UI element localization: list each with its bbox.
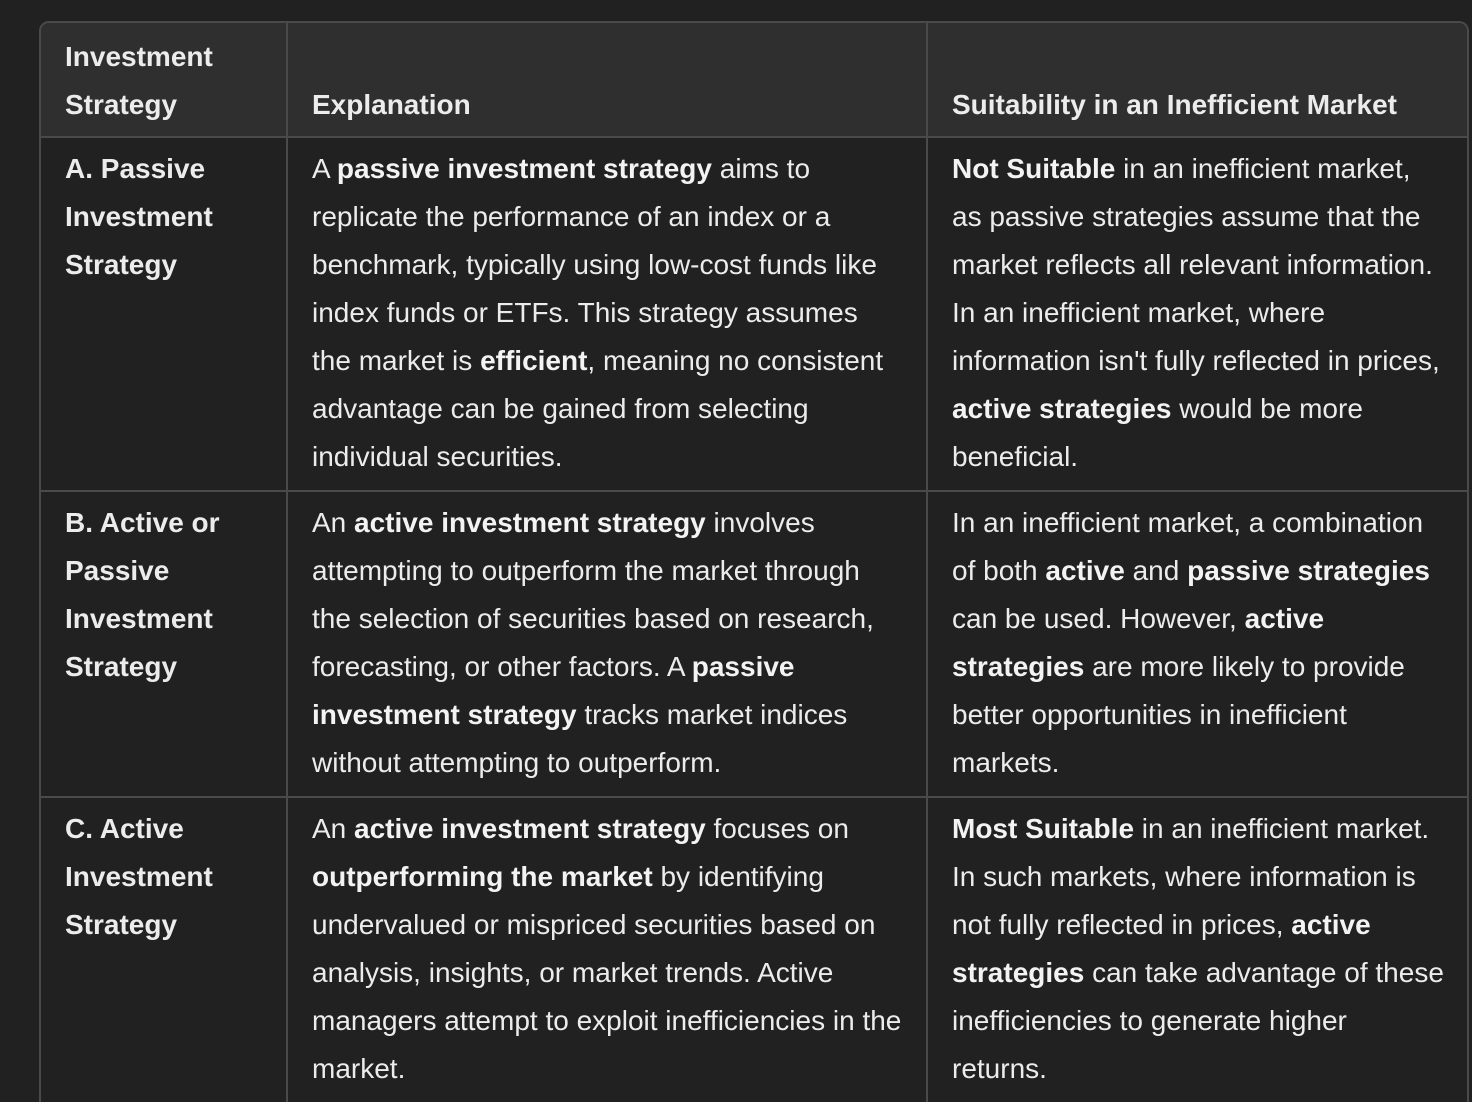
suitability-cell: Not Suitable in an inefficient market, a…	[926, 136, 1467, 491]
bold-text: active investment strategy	[354, 813, 706, 844]
text: are more likely to provide better opport…	[952, 651, 1405, 778]
table-row: B. Active or Passive Investment Strategy…	[41, 490, 1467, 797]
header-explanation: Explanation	[286, 23, 927, 137]
bold-text: efficient	[480, 345, 588, 376]
bold-text: passive strategies	[1187, 555, 1430, 586]
text: , meaning no consistent advantage can be…	[312, 345, 884, 472]
strategy-cell: C. Active Investment Strategy	[41, 796, 287, 1102]
strategy-comparison-table: Investment Strategy Explanation Suitabil…	[39, 21, 1469, 1102]
text: can take advantage of these inefficienci…	[952, 957, 1444, 1084]
bold-text: outperforming the market	[312, 861, 653, 892]
text: In an inefficient market, a combination …	[952, 507, 1424, 586]
bold-text: active investment strategy	[354, 507, 706, 538]
explanation-cell: An active investment strategy focuses on…	[286, 796, 927, 1102]
bold-text: active strategies	[952, 603, 1325, 682]
text: would be more beneficial.	[952, 393, 1363, 472]
table-row: A. Passive Investment Strategy A passive…	[41, 136, 1467, 491]
bold-text: active	[1045, 555, 1125, 586]
suitability-cell: In an inefficient market, a combination …	[926, 490, 1467, 797]
strategy-cell: A. Passive Investment Strategy	[41, 136, 287, 491]
text: tracks market indices without attempting…	[312, 699, 848, 778]
text: and	[1124, 555, 1188, 586]
bold-text: Not Suitable	[952, 153, 1116, 184]
text: A	[312, 153, 337, 184]
suitability-cell: Most Suitable in an inefficient market. …	[926, 796, 1467, 1102]
text: An	[312, 507, 355, 538]
text: focuses on	[705, 813, 849, 844]
bold-text: active strategies	[952, 909, 1371, 988]
header-suitability: Suitability in an Inefficient Market	[926, 23, 1467, 137]
bold-text: passive investment strategy	[336, 153, 712, 184]
text: in an inefficient market. In such market…	[952, 813, 1430, 940]
header-investment-strategy: Investment Strategy	[41, 23, 287, 137]
text: aims to replicate the performance of an …	[312, 153, 877, 376]
bold-text: active strategies	[952, 393, 1172, 424]
text: An	[312, 813, 355, 844]
text: can be used. However,	[952, 603, 1245, 634]
strategy-cell: B. Active or Passive Investment Strategy	[41, 490, 287, 797]
text: involves attempting to outperform the ma…	[312, 507, 874, 682]
bold-text: Most Suitable	[952, 813, 1135, 844]
table-row: C. Active Investment Strategy An active …	[41, 796, 1467, 1102]
explanation-cell: A passive investment strategy aims to re…	[286, 136, 927, 491]
table-header-row: Investment Strategy Explanation Suitabil…	[41, 23, 1467, 137]
text: by identifying undervalued or mispriced …	[312, 861, 902, 1084]
bold-text: passive investment strategy	[312, 651, 795, 730]
text: in an inefficient market, as passive str…	[952, 153, 1440, 376]
explanation-cell: An active investment strategy involves a…	[286, 490, 927, 797]
table: Investment Strategy Explanation Suitabil…	[41, 23, 1467, 1102]
